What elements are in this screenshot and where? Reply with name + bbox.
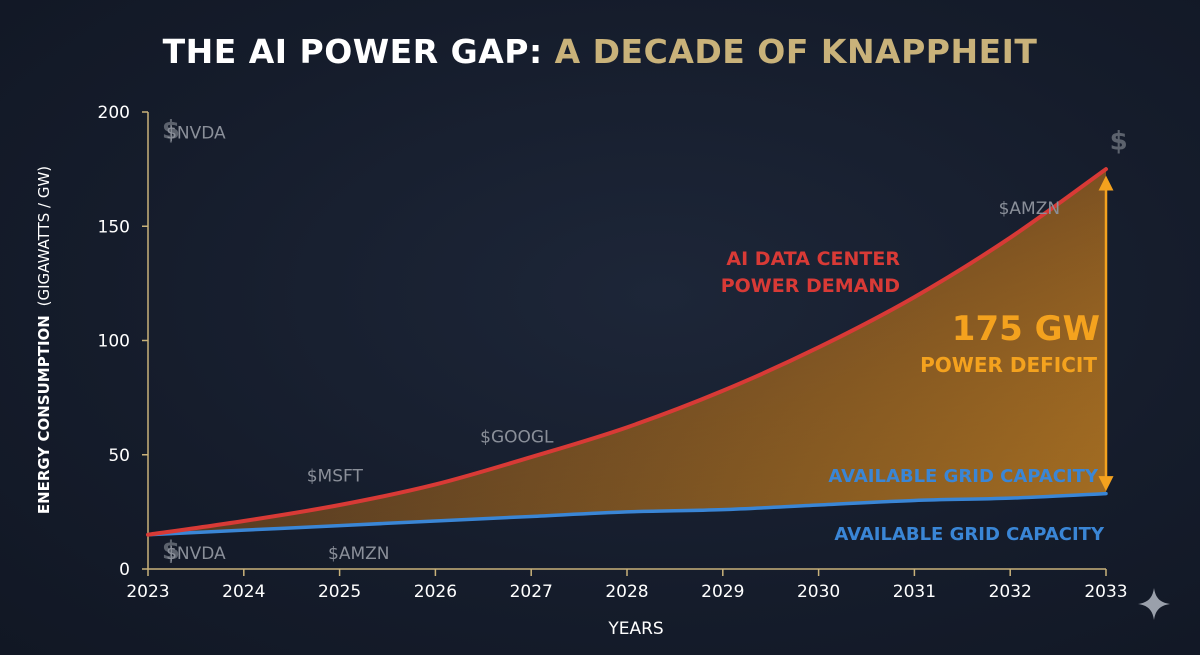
y-tick-label: 0	[119, 560, 130, 580]
title-part-1: THE AI POWER GAP:	[162, 32, 543, 71]
deficit-area-layer	[148, 169, 1106, 535]
deficit-value: 175 GW	[952, 309, 1100, 349]
x-tick-label: 2030	[797, 582, 840, 602]
dollar-icon: $	[162, 116, 180, 146]
ticker-label: $NVDA	[166, 124, 226, 144]
demand-label-line-2: POWER DEMAND	[721, 275, 900, 297]
y-tick-label: 200	[98, 103, 130, 123]
series-lines-layer	[146, 167, 1108, 537]
ticker-label: $AMZN	[999, 199, 1060, 219]
y-tick-label: 100	[98, 332, 130, 352]
title-part-2: A DECADE OF KNAPPHEIT	[554, 32, 1038, 71]
deficit-area-shade	[148, 169, 1106, 535]
x-tick-label: 2029	[701, 582, 744, 602]
chart-title: THE AI POWER GAP: A DECADE OF KNAPPHEIT	[0, 32, 1200, 71]
x-tick-label: 2027	[510, 582, 553, 602]
y-tick-label: 150	[98, 217, 130, 237]
capacity-label-upper: AVAILABLE GRID CAPACITY	[828, 466, 1099, 487]
annotations-layer: $$NVDA$$NVDA $AMZN$MSFT$GOOGL$AMZN$	[162, 116, 1128, 566]
x-tick-label: 2032	[989, 582, 1032, 602]
ticker-label: $NVDA	[166, 544, 226, 564]
x-tick-label: 2028	[605, 582, 648, 602]
x-tick-label: 2033	[1084, 582, 1127, 602]
x-tick-label: 2031	[893, 582, 936, 602]
capacity-label-lower: AVAILABLE GRID CAPACITY	[834, 524, 1105, 545]
dollar-icon: $	[162, 536, 180, 566]
capacity-line	[146, 491, 1108, 537]
x-tick-label: 2024	[222, 582, 265, 602]
y-axis-title-bold: ENERGY CONSUMPTION	[35, 315, 53, 514]
ticker-label: $AMZN	[328, 544, 389, 564]
sparkle-icon	[1138, 588, 1170, 620]
y-tick-label: 50	[108, 446, 130, 466]
x-tick-label: 2026	[414, 582, 457, 602]
demand-line	[146, 167, 1108, 537]
dollar-icon: $	[1110, 126, 1128, 156]
y-axis-title: ENERGY CONSUMPTION (GIGAWATTS / GW)	[35, 166, 53, 514]
ticker-label: $MSFT	[307, 466, 364, 486]
demand-label-line-1: AI DATA CENTER	[726, 248, 900, 270]
axes: 0 50 100 150 200 2023 2024 2025 2026 2027 2028 2029…	[98, 103, 1128, 602]
x-tick-label: 2025	[318, 582, 361, 602]
y-axis-title-unit: (GIGAWATTS / GW)	[35, 166, 53, 307]
x-axis-title: YEARS	[607, 619, 663, 639]
x-tick-label: 2023	[126, 582, 169, 602]
deficit-label: POWER DEFICIT	[920, 353, 1097, 377]
ticker-label: $GOOGL	[480, 427, 554, 447]
